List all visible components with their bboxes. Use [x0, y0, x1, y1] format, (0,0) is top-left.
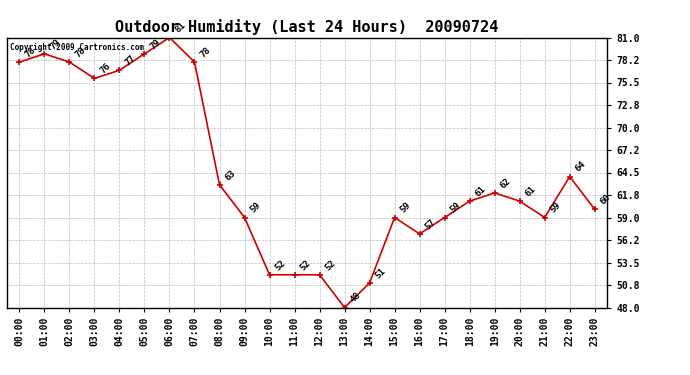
Text: 81: 81	[174, 21, 188, 35]
Text: 48: 48	[348, 291, 363, 305]
Text: 59: 59	[248, 201, 263, 215]
Text: 62: 62	[499, 176, 513, 190]
Text: 52: 52	[299, 258, 313, 272]
Text: 51: 51	[374, 266, 388, 280]
Text: 59: 59	[399, 201, 413, 215]
Text: 57: 57	[424, 217, 437, 231]
Text: 76: 76	[99, 62, 112, 76]
Text: 78: 78	[74, 45, 88, 59]
Text: 79: 79	[48, 37, 63, 51]
Title: Outdoor Humidity (Last 24 Hours)  20090724: Outdoor Humidity (Last 24 Hours) 2009072…	[115, 19, 499, 35]
Text: 61: 61	[474, 184, 488, 198]
Text: 77: 77	[124, 54, 137, 68]
Text: Copyright 2009 Cartronics.com: Copyright 2009 Cartronics.com	[10, 43, 144, 52]
Text: 61: 61	[524, 184, 538, 198]
Text: 79: 79	[148, 37, 163, 51]
Text: 59: 59	[549, 201, 563, 215]
Text: 64: 64	[574, 160, 588, 174]
Text: 52: 52	[324, 258, 337, 272]
Text: 78: 78	[23, 45, 37, 59]
Text: 52: 52	[274, 258, 288, 272]
Text: 63: 63	[224, 168, 237, 182]
Text: 78: 78	[199, 45, 213, 59]
Text: 59: 59	[448, 201, 463, 215]
Text: 60: 60	[599, 193, 613, 207]
